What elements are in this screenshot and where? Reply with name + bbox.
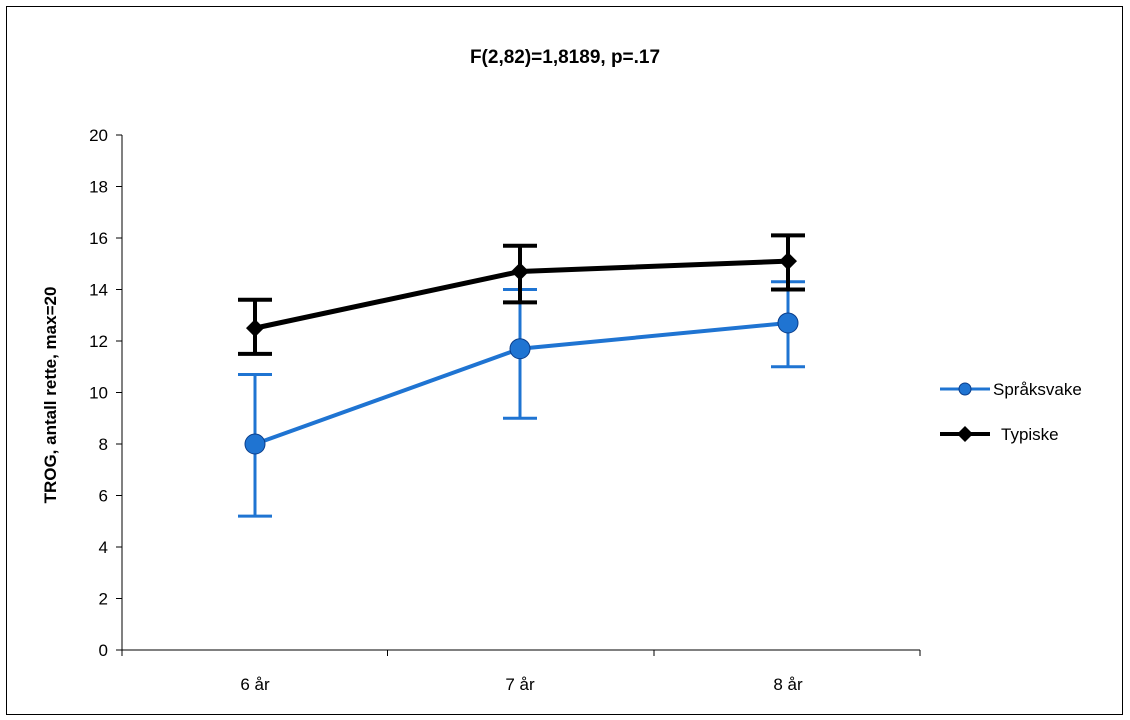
y-tick-label: 12 bbox=[89, 332, 108, 351]
legend-label: Typiske bbox=[1001, 425, 1059, 444]
y-tick-label: 8 bbox=[99, 435, 108, 454]
y-tick-label: 2 bbox=[99, 590, 108, 609]
legend-marker bbox=[957, 426, 973, 442]
y-tick-label: 20 bbox=[89, 126, 108, 145]
x-tick-label: 8 år bbox=[773, 675, 803, 694]
x-tick-label: 6 år bbox=[240, 675, 270, 694]
y-axis-ticks: 0 2 4 6 8 10 12 14 16 18 20 bbox=[89, 126, 122, 660]
y-tick-label: 16 bbox=[89, 229, 108, 248]
y-tick-label: 10 bbox=[89, 384, 108, 403]
chart-title: F(2,82)=1,8189, p=.17 bbox=[470, 47, 660, 68]
data-point bbox=[246, 319, 264, 338]
y-axis-label: TROG, antall rette, max=20 bbox=[41, 287, 60, 504]
y-tick-label: 6 bbox=[99, 487, 108, 506]
series-sprak bbox=[238, 280, 805, 518]
series-layer bbox=[238, 233, 805, 518]
legend-marker bbox=[958, 382, 972, 396]
legend: Språksvake Typiske bbox=[940, 380, 1082, 444]
y-tick-label: 4 bbox=[99, 538, 108, 557]
y-tick-label: 0 bbox=[99, 641, 108, 660]
data-point bbox=[777, 312, 799, 334]
data-point bbox=[509, 338, 531, 360]
data-point bbox=[244, 433, 266, 455]
series-typiske bbox=[238, 233, 805, 356]
data-point bbox=[779, 252, 797, 271]
x-axis-ticks: 6 år 7 år 8 år bbox=[121, 650, 921, 694]
legend-label: Språksvake bbox=[993, 380, 1082, 399]
data-point bbox=[511, 262, 529, 281]
y-tick-label: 14 bbox=[89, 281, 108, 300]
chart-border bbox=[6, 6, 1123, 715]
y-tick-label: 18 bbox=[89, 178, 108, 197]
x-tick-label: 7 år bbox=[505, 675, 535, 694]
